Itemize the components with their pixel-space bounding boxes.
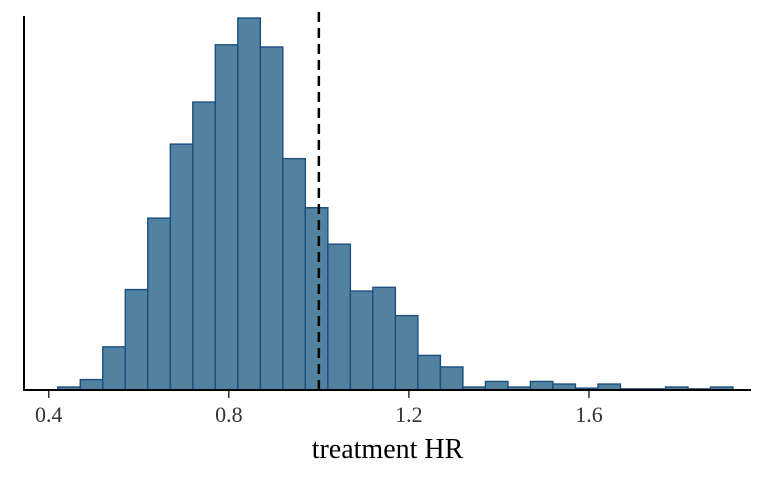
histogram-bar — [349, 290, 374, 391]
histogram-bar — [417, 354, 442, 391]
histogram-bar — [394, 314, 419, 391]
histogram-bar — [304, 207, 329, 391]
histogram-bar — [529, 380, 554, 391]
histogram-bar — [147, 217, 172, 391]
histogram-bars — [57, 17, 734, 391]
histogram-bar — [327, 243, 352, 391]
x-axis-ticks: 0.4 0.8 1.2 1.6 — [35, 391, 603, 427]
histogram-bar — [124, 288, 149, 391]
histogram-bar — [259, 46, 284, 391]
histogram-bar — [237, 17, 262, 391]
histogram-bar — [169, 143, 194, 391]
histogram-bar — [282, 157, 307, 391]
histogram-bar — [439, 366, 464, 391]
x-tick-label: 1.2 — [395, 402, 423, 427]
x-axis-title: treatment HR — [312, 434, 464, 465]
histogram-bar — [102, 346, 126, 391]
histogram-bar — [372, 286, 397, 391]
histogram-bar — [192, 101, 217, 391]
histogram-bar — [484, 380, 509, 391]
histogram-bar — [214, 44, 239, 391]
x-tick-label: 0.4 — [35, 402, 63, 427]
histogram-bar — [79, 378, 104, 391]
x-tick-label: 1.6 — [575, 402, 603, 427]
x-tick-label: 0.8 — [215, 402, 243, 427]
